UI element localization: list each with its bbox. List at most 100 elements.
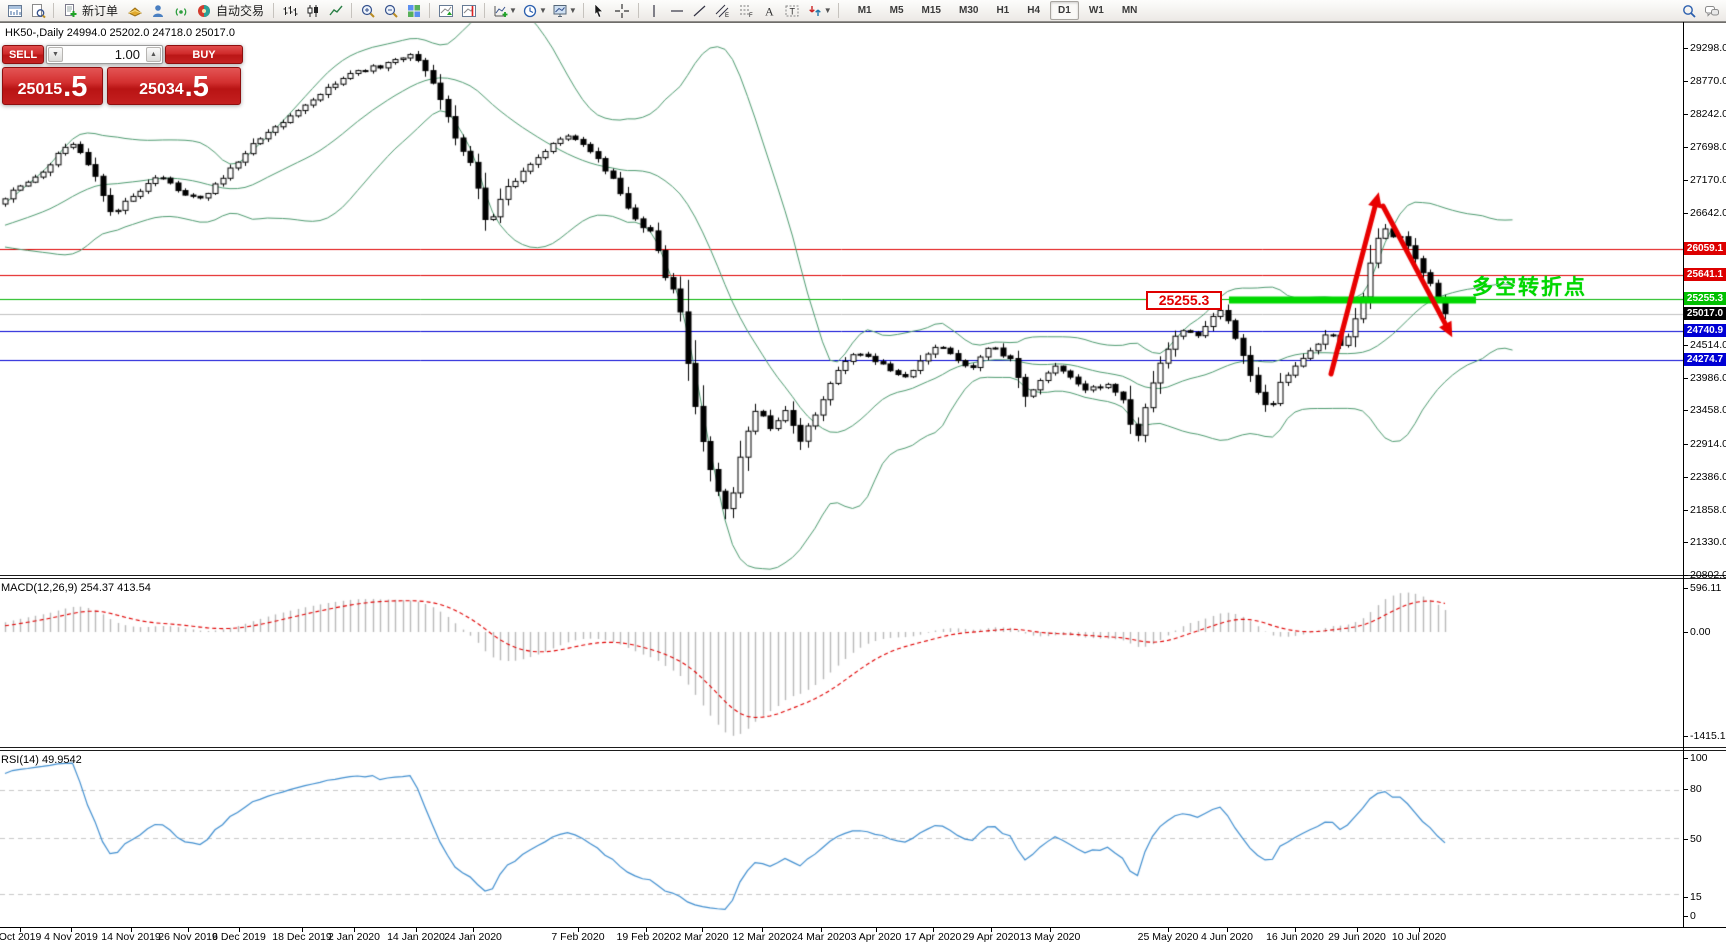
horizontal-line-tool-icon[interactable]	[666, 1, 689, 20]
date-axis-label: 6 Dec 2019	[212, 931, 266, 943]
timeframe-button-d1[interactable]: D1	[1050, 1, 1079, 20]
timeframe-button-m30[interactable]: M30	[958, 5, 979, 16]
toolbar-separator	[429, 3, 431, 18]
macd-axis-tick	[1684, 632, 1688, 633]
buy-price-display[interactable]: 25034.5	[107, 67, 241, 105]
volume-increase-button[interactable]: ▲	[146, 47, 161, 62]
volume-input[interactable]: 1.00	[114, 47, 140, 62]
rsi-axis-label: 0	[1690, 910, 1696, 922]
indicators-icon[interactable]	[489, 1, 512, 20]
zoom-out-icon[interactable]	[379, 1, 402, 20]
sell-price-fraction: .5	[63, 71, 88, 103]
search-icon[interactable]	[1677, 1, 1700, 20]
market-icon[interactable]	[123, 1, 146, 20]
date-axis-label: 10 Jul 2020	[1391, 931, 1447, 943]
buy-button[interactable]: BUY	[165, 45, 243, 64]
price-axis-label: 27698.0	[1690, 141, 1726, 153]
timeframe-button-w1[interactable]: W1	[1088, 5, 1104, 16]
timeframe-button-mn[interactable]: MN	[1121, 5, 1138, 16]
zoom-in-icon[interactable]	[356, 1, 379, 20]
equidistant-channel-tool-icon[interactable]: E	[712, 1, 735, 20]
rsi-indicator-canvas[interactable]	[0, 751, 1683, 927]
price-axis-label: 23986.0	[1690, 372, 1726, 384]
text-tool-icon[interactable]: A	[758, 1, 781, 20]
autotrading-label[interactable]: 自动交易	[216, 4, 265, 18]
price-axis-label: 22914.0	[1690, 438, 1726, 450]
trendline-tool-icon[interactable]	[689, 1, 712, 20]
date-axis-tick	[1168, 928, 1169, 932]
arrows-tool-icon[interactable]	[804, 1, 827, 20]
price-axis-label: 22386.0	[1690, 471, 1726, 483]
support-level-price-flag[interactable]: 25255.3	[1146, 291, 1222, 310]
price-axis-label: 28770.0	[1690, 75, 1726, 87]
community-icon[interactable]	[146, 1, 169, 20]
cursor-icon[interactable]	[588, 1, 611, 20]
indicators-dropdown-caret[interactable]: ▼	[509, 6, 517, 15]
tile-windows-icon[interactable]	[402, 1, 425, 20]
toolbar-separator	[582, 3, 584, 18]
date-axis-label: 4 Nov 2019	[44, 931, 98, 943]
macd-axis-label: 596.11	[1690, 582, 1722, 594]
date-axis-label: 29 Apr 2020	[962, 931, 1020, 943]
arrows-dropdown-caret[interactable]: ▼	[823, 6, 832, 15]
price-axis-tick	[1684, 575, 1688, 576]
timeframe-button-h4[interactable]: H4	[1027, 5, 1041, 16]
rsi-axis-label: 80	[1690, 783, 1702, 795]
svg-text:T: T	[790, 6, 796, 16]
date-axis-tick	[1050, 928, 1051, 932]
price-chart-canvas[interactable]	[0, 22, 1683, 575]
chart-shift-icon[interactable]	[457, 1, 480, 20]
symbol-ohlc-readout: HK50-,Daily 24994.0 25202.0 24718.0 2501…	[5, 27, 235, 39]
candlestick-chart-icon[interactable]	[301, 1, 324, 20]
templates-dropdown-caret[interactable]: ▼	[568, 6, 577, 15]
date-axis-label: 12 Mar 2020	[732, 931, 792, 943]
fibonacci-tool-icon[interactable]: F	[735, 1, 758, 20]
pane-separator[interactable]	[0, 747, 1726, 751]
rsi-axis-label: 100	[1690, 752, 1708, 764]
timeframe-button-h1[interactable]: H1	[996, 5, 1010, 16]
autotrading-icon[interactable]	[192, 1, 215, 20]
date-axis-tick	[702, 928, 703, 932]
crosshair-icon[interactable]	[611, 1, 634, 20]
date-axis-label: 17 Apr 2020	[904, 931, 962, 943]
pane-separator[interactable]	[0, 575, 1726, 579]
date-axis-label: 16 Jun 2020	[1266, 931, 1324, 943]
timeframe-button-m1[interactable]: M1	[857, 5, 872, 16]
vertical-line-tool-icon[interactable]	[643, 1, 666, 20]
svg-text:F: F	[749, 13, 753, 19]
periods-dropdown-caret[interactable]: ▼	[538, 6, 547, 15]
text-label-tool-icon[interactable]: T	[781, 1, 804, 20]
new-order-icon[interactable]	[58, 1, 81, 20]
timeframe-button-m5[interactable]: M5	[889, 5, 904, 16]
periods-icon[interactable]	[519, 1, 542, 20]
price-axis-tick	[1684, 378, 1688, 379]
date-axis-tick	[71, 928, 72, 932]
timeframe-group: M1 M5 M15 M30 H1 H4 D1 W1 MN	[849, 1, 1147, 20]
templates-icon[interactable]	[549, 1, 572, 20]
bar-chart-icon[interactable]	[278, 1, 301, 20]
date-axis-label: 7 Feb 2020	[551, 931, 605, 943]
rsi-axis-tick	[1684, 897, 1688, 898]
sell-button[interactable]: SELL	[2, 45, 44, 64]
toolbar-separator	[273, 3, 275, 18]
date-axis-tick	[1419, 928, 1420, 932]
chart-window-icon[interactable]	[3, 1, 26, 20]
sell-price-display[interactable]: 25015.5	[2, 67, 103, 105]
price-axis-tick	[1684, 444, 1688, 445]
toolbar-separator	[351, 3, 353, 18]
macd-indicator-canvas[interactable]	[0, 579, 1683, 747]
print-preview-icon[interactable]	[26, 1, 49, 20]
toolbar-separator	[637, 3, 639, 18]
volume-decrease-button[interactable]: ▼	[48, 47, 63, 62]
signals-icon[interactable]	[169, 1, 192, 20]
price-axis-tick	[1684, 114, 1688, 115]
date-axis-tick	[131, 928, 132, 932]
sell-price-main: 25015	[17, 81, 63, 98]
rsi-axis-tick	[1684, 789, 1688, 790]
timeframe-button-m15[interactable]: M15	[921, 5, 941, 16]
line-chart-icon[interactable]	[324, 1, 347, 20]
new-order-label[interactable]: 新订单	[82, 4, 119, 18]
auto-scroll-icon[interactable]	[434, 1, 457, 20]
chat-icon[interactable]	[1700, 1, 1723, 20]
turning-point-note[interactable]: 多空转折点	[1472, 276, 1587, 299]
